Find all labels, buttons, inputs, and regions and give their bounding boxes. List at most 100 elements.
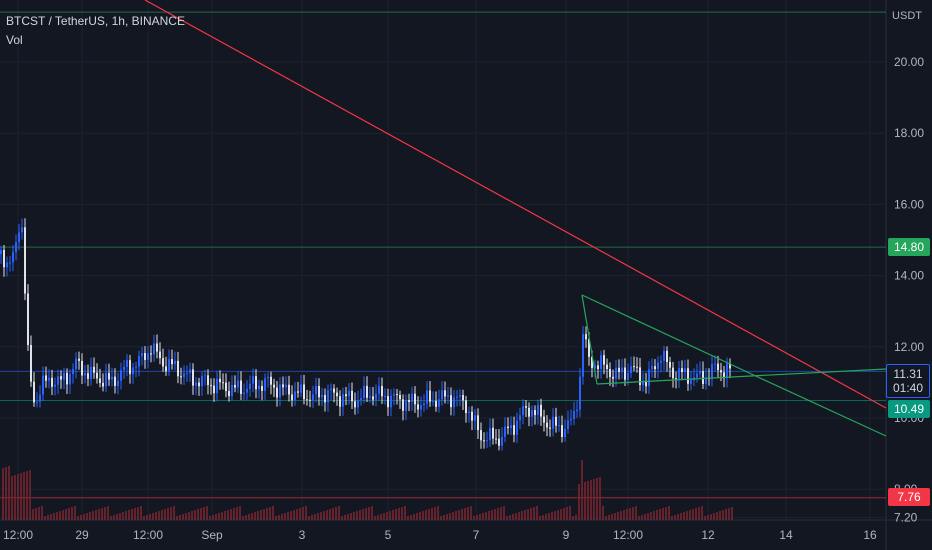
volume-bar xyxy=(647,513,649,520)
candle-body xyxy=(318,386,320,398)
candle-body xyxy=(687,368,689,384)
candle-body xyxy=(702,371,704,384)
volume-bar xyxy=(287,512,289,520)
candle-body xyxy=(255,376,257,390)
volume-bar xyxy=(638,516,640,520)
volume-bar xyxy=(569,506,571,520)
candle-body xyxy=(177,360,179,377)
volume-bar xyxy=(44,516,46,520)
volume-bar xyxy=(455,511,457,520)
candle-body xyxy=(78,358,80,361)
candle-body xyxy=(306,399,308,401)
candle-body xyxy=(459,395,461,397)
volume-bar xyxy=(95,510,97,520)
volume-bar xyxy=(728,508,730,520)
volume-bar xyxy=(314,514,316,520)
volume-bar xyxy=(641,515,643,520)
candle-body xyxy=(231,384,233,397)
x-tick-label: 12:00 xyxy=(133,528,163,542)
candle-body xyxy=(342,394,344,407)
volume-bar xyxy=(398,508,400,520)
volume-bar xyxy=(209,516,211,520)
volume-bar xyxy=(497,508,499,520)
volume-bar xyxy=(545,514,547,520)
volume-bar xyxy=(5,467,7,520)
candle-body xyxy=(492,427,494,439)
candle-body xyxy=(582,334,584,377)
volume-bar xyxy=(170,507,172,520)
volume-bar xyxy=(239,506,241,520)
candle-body xyxy=(624,367,626,380)
volume-bar xyxy=(554,511,556,520)
symbol-title[interactable]: BTCST / TetherUS, 1h, BINANCE xyxy=(6,14,185,28)
volume-bar xyxy=(596,478,598,520)
chart-legend: BTCST / TetherUS, 1h, BINANCE Vol xyxy=(6,12,185,50)
volume-bar xyxy=(653,511,655,520)
candle-body xyxy=(258,385,260,390)
candle-body xyxy=(105,373,107,387)
candle-body xyxy=(147,353,149,360)
volume-bar xyxy=(221,512,223,520)
candle-body xyxy=(159,351,161,359)
volume-bar xyxy=(167,508,169,520)
candle-body xyxy=(522,406,524,416)
volume-bar xyxy=(152,513,154,520)
y-tick-label: 7.20 xyxy=(894,511,918,525)
volume-bar xyxy=(194,510,196,520)
volume-bar xyxy=(551,512,553,520)
y-tick-label: 12.00 xyxy=(894,340,924,354)
y-tick-label: 18.00 xyxy=(894,126,924,140)
candle-body xyxy=(588,339,590,357)
candle-body xyxy=(564,429,566,437)
volume-bar xyxy=(224,511,226,520)
candle-body xyxy=(618,367,620,372)
candle-body xyxy=(54,384,56,387)
candle-body xyxy=(387,396,389,408)
candle-body xyxy=(681,368,683,373)
volume-bar xyxy=(50,514,52,520)
candle-body xyxy=(402,399,404,411)
volume-bar xyxy=(437,506,439,520)
volume-bar xyxy=(731,507,733,520)
candle-body xyxy=(723,372,725,379)
volume-indicator-label[interactable]: Vol xyxy=(6,33,23,47)
candle-body xyxy=(600,355,602,370)
x-tick-label: 12:00 xyxy=(613,528,643,542)
candle-body xyxy=(699,371,701,374)
resistance-trendline xyxy=(144,0,887,409)
candle-body xyxy=(627,373,629,380)
x-tick-label: 5 xyxy=(385,528,392,542)
candle-body xyxy=(495,438,497,440)
volume-bar xyxy=(479,514,481,520)
candle-body xyxy=(645,381,647,387)
volume-bar xyxy=(689,510,691,520)
volume-bar xyxy=(662,508,664,520)
countdown-timer: 01:40 xyxy=(892,381,924,395)
candle-body xyxy=(486,440,488,442)
candle-body xyxy=(729,363,731,369)
candle-body xyxy=(651,366,653,370)
volume-bar xyxy=(296,509,298,520)
candle-body xyxy=(150,353,152,355)
volume-bar xyxy=(710,514,712,520)
candle-body xyxy=(69,374,71,385)
volume-bar xyxy=(116,514,118,520)
candle-body xyxy=(684,368,686,373)
volume-bar xyxy=(425,510,427,520)
volume-bar xyxy=(86,513,88,520)
volume-bar xyxy=(530,508,532,520)
candle-body xyxy=(456,396,458,398)
candle-body xyxy=(18,232,20,243)
volume-bar xyxy=(356,511,358,520)
candle-body xyxy=(525,406,527,408)
volume-bar xyxy=(491,510,493,520)
candle-body xyxy=(504,426,506,437)
candle-body xyxy=(51,377,53,387)
candle-body xyxy=(558,425,560,427)
candle-body xyxy=(123,366,125,371)
volume-bar xyxy=(428,509,430,520)
volume-bar xyxy=(251,513,253,520)
volume-bar xyxy=(362,509,364,520)
volume-bar xyxy=(323,511,325,520)
